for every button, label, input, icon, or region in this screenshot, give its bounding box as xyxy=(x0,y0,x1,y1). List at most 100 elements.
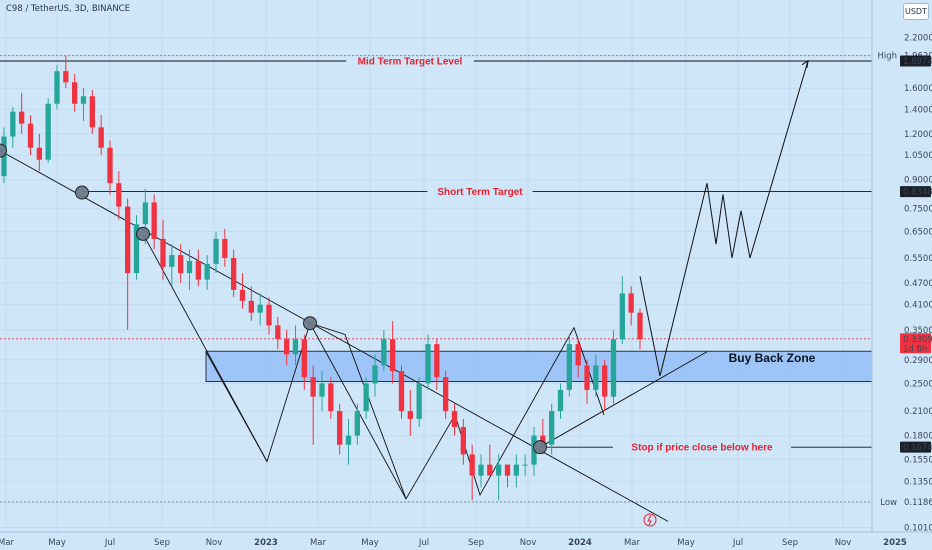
candle-body xyxy=(213,238,219,264)
candle-body xyxy=(398,371,405,412)
price-tick-label: 0.9000 xyxy=(904,176,932,186)
price-tick-label: 0.5500 xyxy=(904,254,932,264)
time-tick-label: 2024 xyxy=(568,538,592,548)
candle-body xyxy=(451,411,458,428)
time-tick-label: Mar xyxy=(0,538,15,548)
time-axis: Mar May Jul Sep Nov 2023 Mar May Jul Sep Nov 2024 Ma… xyxy=(0,531,932,550)
candle-body xyxy=(584,365,590,390)
short-term-target-label: Short Term Target xyxy=(437,187,523,198)
candle-body xyxy=(89,96,95,128)
trend-line-0 xyxy=(0,150,669,522)
candle-body xyxy=(337,411,343,445)
time-tick-label: 2025 xyxy=(883,538,907,548)
candle-body xyxy=(354,411,360,436)
candle-body xyxy=(284,339,290,355)
flash-icon xyxy=(643,513,657,527)
time-tick-label: Mar xyxy=(624,538,641,548)
time-tick-label: Jul xyxy=(104,538,115,548)
candle-body xyxy=(557,389,564,412)
pivot-marker xyxy=(303,316,317,331)
candle-body xyxy=(257,304,263,313)
candle-body xyxy=(610,339,617,397)
time-tick-label: Nov xyxy=(835,538,852,548)
candle-body xyxy=(487,464,493,476)
horizontal-levels xyxy=(0,55,872,503)
candle-body xyxy=(231,257,237,290)
projection-path xyxy=(639,59,809,377)
price-badge-label: Low xyxy=(880,498,897,508)
price-tick-label: 0.2900 xyxy=(904,356,932,366)
candle-body xyxy=(381,339,387,366)
candle-body xyxy=(222,238,228,258)
candle-body xyxy=(19,111,25,124)
price-tick-label: 1.0500 xyxy=(904,151,932,161)
candle-body xyxy=(169,255,175,267)
pivot-marker xyxy=(533,440,547,455)
candle-body xyxy=(116,183,122,207)
price-badge-value: 1.8974 xyxy=(903,57,932,67)
time-tick-label: 2023 xyxy=(254,538,278,548)
currency-button[interactable]: USDT xyxy=(903,3,929,20)
candle-body xyxy=(142,202,148,225)
candle-body xyxy=(372,365,378,384)
price-badge xyxy=(900,55,931,67)
buy-back-zone-label: Buy Back Zone xyxy=(729,351,816,365)
candle-body xyxy=(72,82,78,104)
candle-body xyxy=(10,111,16,137)
price-tick-label: 0.6500 xyxy=(904,227,932,237)
candle-body xyxy=(363,383,369,412)
price-tick-label: 0.7500 xyxy=(904,205,932,215)
candle-body xyxy=(513,464,519,476)
candle-body xyxy=(540,435,546,445)
candle-body xyxy=(416,383,422,419)
stop-level-label: Stop if price close below here xyxy=(631,443,773,454)
wave-pattern xyxy=(142,233,605,500)
trend-lines xyxy=(0,150,708,522)
price-badge xyxy=(900,333,931,354)
candle-body xyxy=(195,260,201,280)
price-tick-label: 0.4700 xyxy=(904,279,932,289)
price-badge xyxy=(900,441,931,453)
price-tick-label: 0.2500 xyxy=(904,379,932,389)
annotation-labels: Buy Back Zone Mid Term Target Level Short … xyxy=(358,57,816,527)
price-axis: 2.2000 1.6000 1.4000 1.2000 1.0500 0.9000 0.75… xyxy=(871,0,932,550)
price-badge-label: High xyxy=(877,52,897,62)
candle-body xyxy=(36,147,42,160)
candle-body xyxy=(593,365,599,390)
price-tick-label: 1.4000 xyxy=(904,105,932,115)
candle-body xyxy=(310,377,316,397)
price-tick-label: 0.1550 xyxy=(904,455,932,465)
projection-line xyxy=(639,60,809,377)
time-tick-label: Sep xyxy=(468,538,484,548)
candle-body xyxy=(107,147,113,184)
pivot-marker xyxy=(75,185,89,200)
time-tick-label: Nov xyxy=(520,538,537,548)
pivot-marker xyxy=(0,143,7,158)
time-tick-label: May xyxy=(361,538,379,548)
candle-body xyxy=(80,96,87,104)
candle-body xyxy=(204,263,210,280)
price-tick-label: 0.1800 xyxy=(904,432,932,442)
candle-body xyxy=(390,339,396,372)
candle-body xyxy=(266,304,272,326)
symbol-header: C98 / TetherUS, 3D, BINANCE xyxy=(6,4,130,14)
candle-body xyxy=(63,71,69,83)
price-badge-value: 0.8348 xyxy=(903,188,932,198)
price-tick-label: 1.2000 xyxy=(904,130,932,140)
candle-body xyxy=(328,383,334,412)
price-tick-label: 0.4100 xyxy=(904,301,932,311)
chart-grid xyxy=(0,0,896,532)
candle-body xyxy=(275,325,281,340)
candle-body xyxy=(45,103,51,160)
price-tick-label: 0.1010 xyxy=(904,524,932,534)
price-badge-value: 0.3309 xyxy=(903,335,932,345)
candle-body xyxy=(628,293,634,313)
price-badge xyxy=(900,186,931,198)
candle-body xyxy=(151,202,157,239)
candle-body xyxy=(178,255,184,274)
buy-back-zone-rect xyxy=(205,350,873,382)
projection-arrowhead xyxy=(801,59,809,68)
price-tick-label: 1.6000 xyxy=(904,84,932,94)
